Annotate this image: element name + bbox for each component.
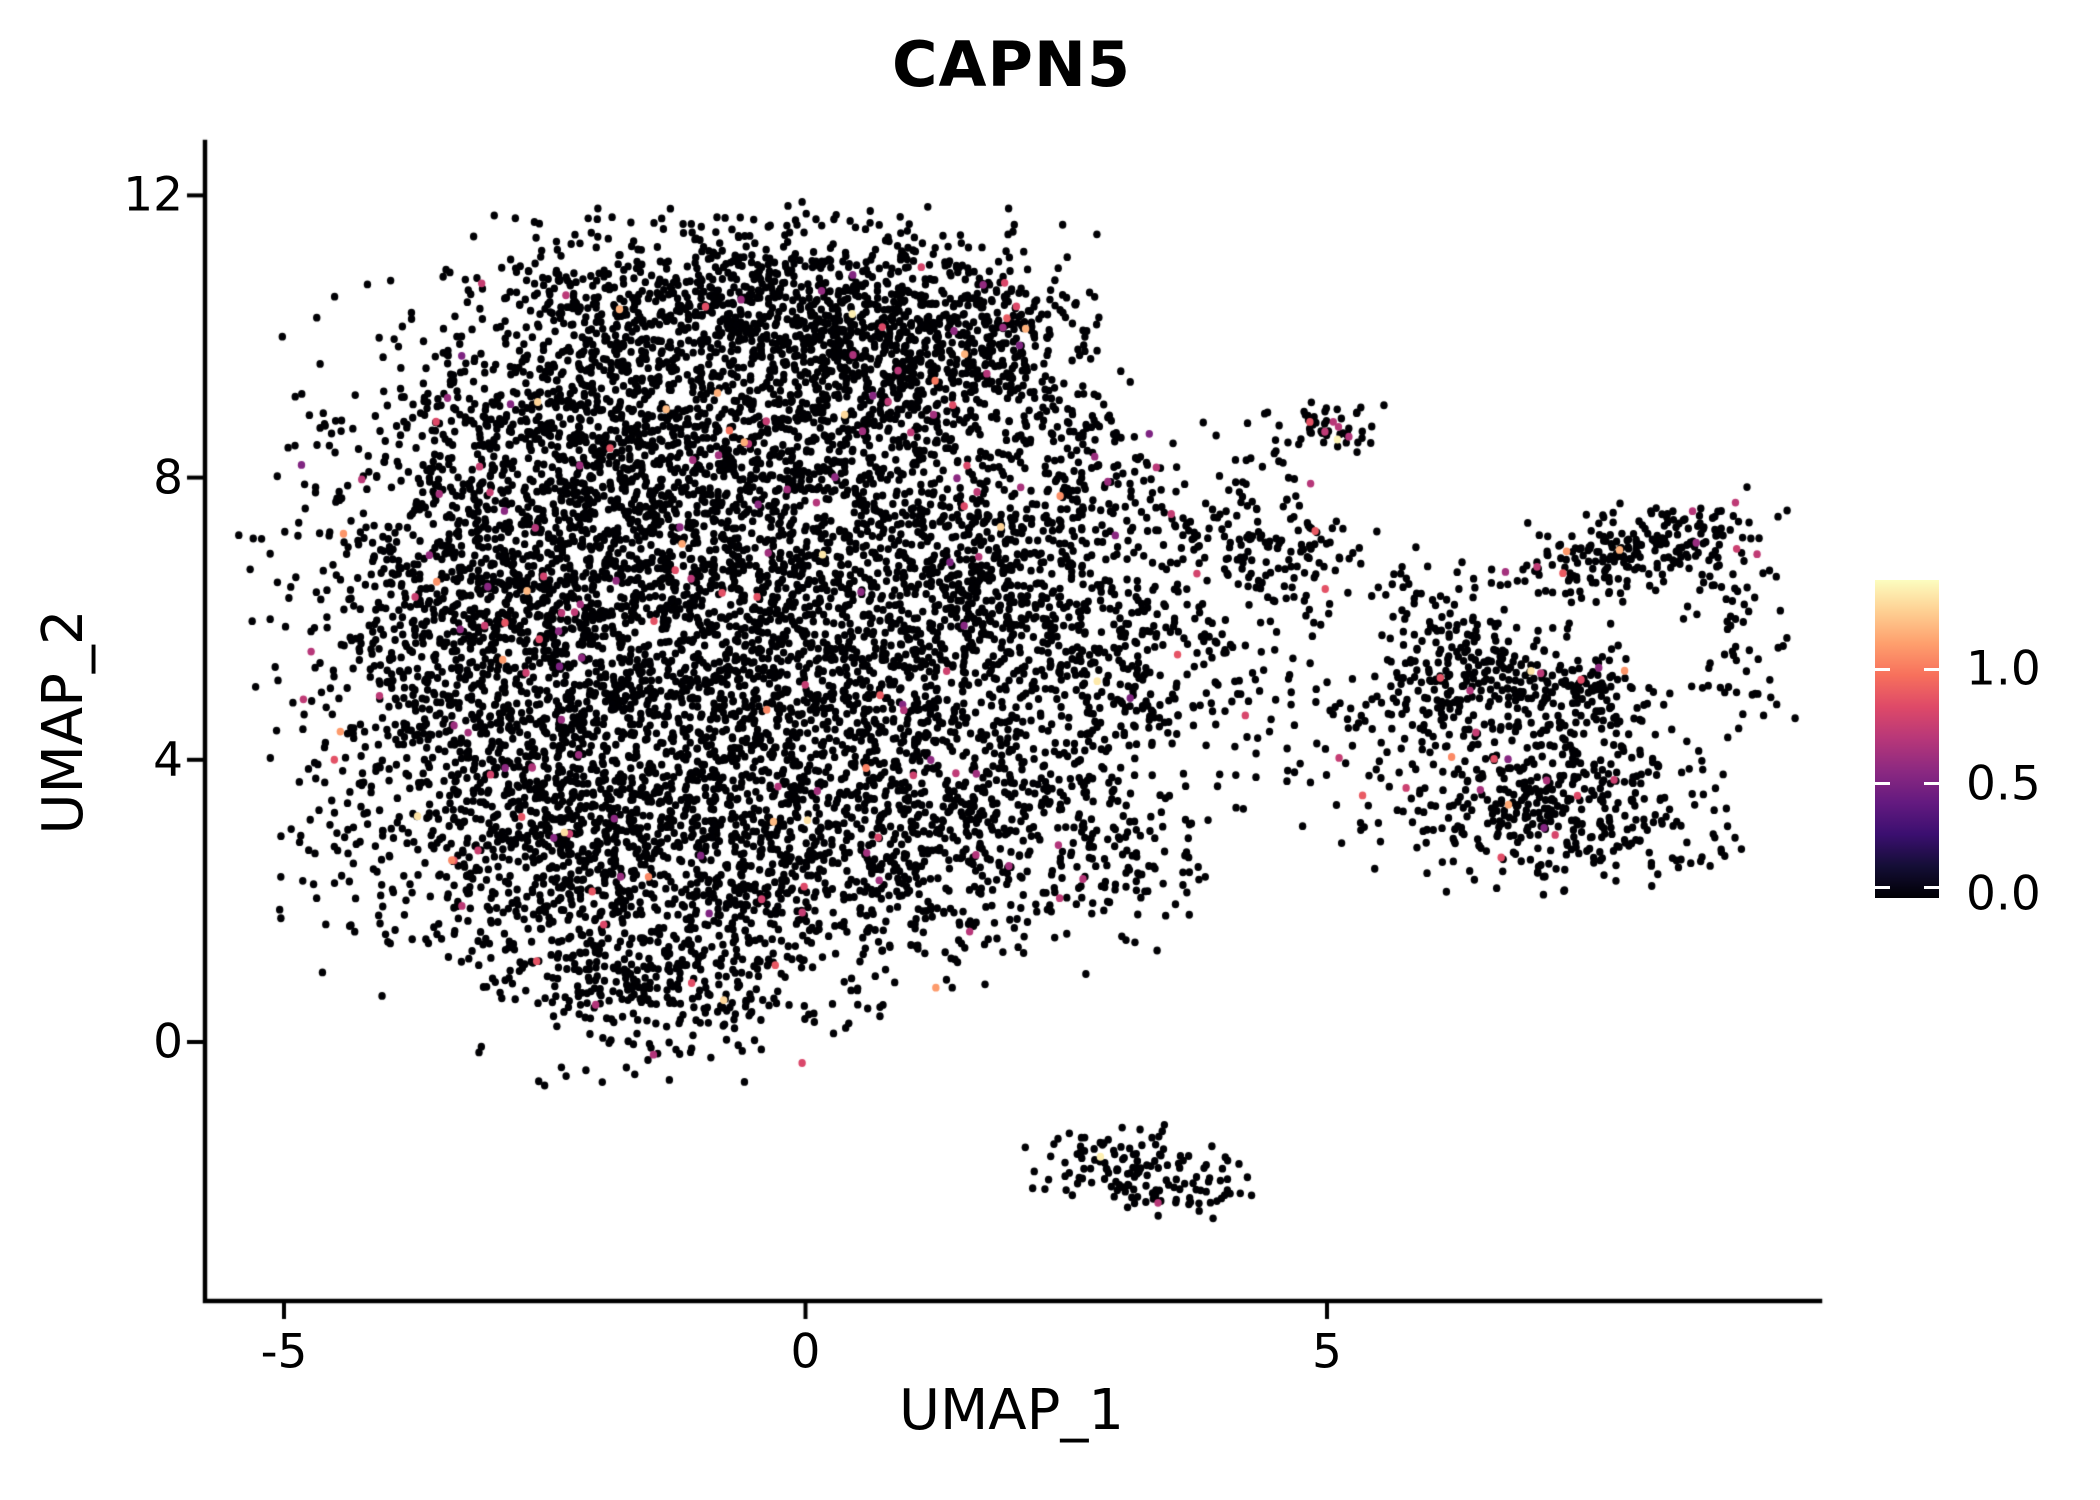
colorbar-tick-mark xyxy=(1875,667,1890,671)
colorbar-tick-mark xyxy=(1875,885,1890,889)
y-tick-label-4: 4 xyxy=(153,732,183,788)
colorbar-tick-mark xyxy=(1924,885,1939,889)
x-tick-label-5: 5 xyxy=(1312,1324,1342,1380)
y-axis-label: UMAP_2 xyxy=(31,609,96,835)
x-axis-label: UMAP_1 xyxy=(898,1378,1124,1443)
colorbar-label-0.5: 0.5 xyxy=(1966,756,2041,812)
colorbar-tick-mark xyxy=(1924,667,1939,671)
colorbar-tick-mark xyxy=(1924,782,1939,786)
colorbar-tick-mark xyxy=(1875,782,1890,786)
x-tick-label-0: 0 xyxy=(790,1324,821,1380)
plot-title: CAPN5 xyxy=(892,28,1131,101)
colorbar-label-0.0: 0.0 xyxy=(1966,866,2041,922)
colorbar-label-1.0: 1.0 xyxy=(1966,641,2041,697)
x-tick-label--5: -5 xyxy=(260,1324,308,1380)
y-tick-label-0: 0 xyxy=(153,1014,183,1070)
colorbar-gradient xyxy=(1875,580,1939,898)
y-tick-label-12: 12 xyxy=(123,167,183,223)
y-tick-label-8: 8 xyxy=(153,450,183,506)
